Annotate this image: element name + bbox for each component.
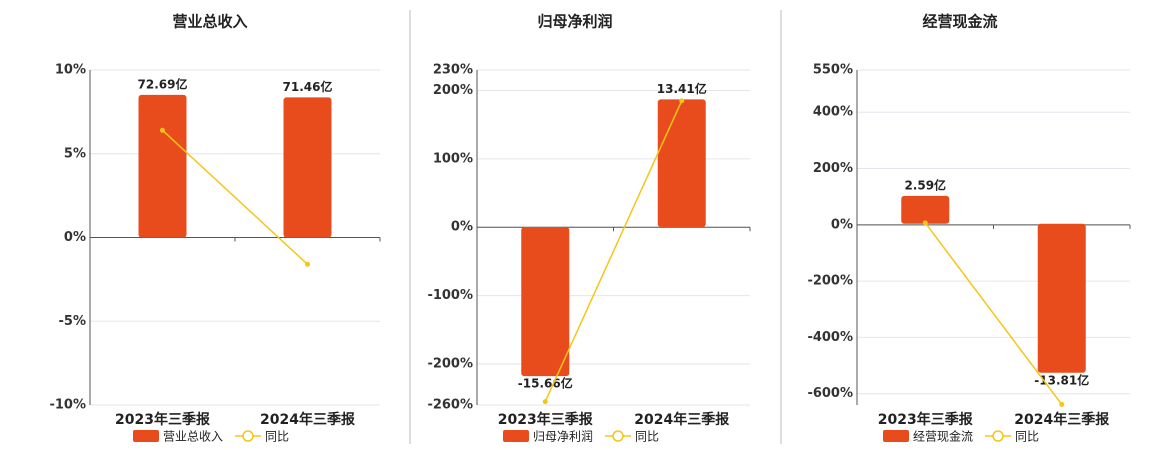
line [161, 129, 309, 265]
y-tick-label: 400% [813, 105, 853, 120]
y-tick-label: -200% [807, 274, 853, 289]
line [544, 100, 683, 402]
bar [901, 195, 950, 224]
y-tick-label: 0% [451, 220, 473, 235]
x-tick-label: 2024年三季报 [634, 411, 729, 428]
legend-swatch [612, 430, 624, 442]
y-tick-label: 550% [813, 63, 853, 78]
x-tick-label: 2024年三季报 [1014, 411, 1109, 428]
legend-swatch [883, 430, 909, 442]
bar [657, 99, 706, 228]
y-tick-label: -100% [427, 288, 473, 303]
y-tick-label: 5% [64, 146, 86, 161]
y-tick-label: 0% [831, 217, 853, 232]
y-tick-label: 200% [433, 83, 473, 98]
y-tick-label: -200% [427, 356, 473, 371]
legend-swatch [133, 430, 159, 442]
chart-title: 营业总收入 [172, 13, 247, 31]
value-label: 72.69亿 [138, 76, 188, 91]
y-tick-label: -10% [49, 398, 86, 413]
legend-swatch [992, 430, 1004, 442]
chart-title: 归母净利润 [537, 13, 612, 31]
y-tick-label: 10% [55, 63, 86, 78]
value-label: -15.66亿 [518, 376, 573, 391]
legend-label: 营业总收入 [163, 430, 223, 444]
y-tick-label: -5% [59, 314, 86, 329]
value-label: 2.59亿 [904, 177, 946, 192]
legend-label: 同比 [635, 430, 659, 444]
y-tick-label: -600% [807, 386, 853, 401]
legend-swatch [242, 430, 254, 442]
y-tick-label: 200% [813, 161, 853, 176]
bar [521, 227, 570, 377]
x-tick-label: 2023年三季报 [498, 411, 593, 428]
line-point [305, 261, 310, 267]
value-label: -13.81亿 [1034, 372, 1089, 387]
legend-label: 经营现金流 [913, 429, 973, 444]
legend-swatch [503, 430, 529, 442]
y-tick-label: -400% [807, 330, 853, 345]
legend-label: 同比 [265, 430, 289, 444]
value-label: 71.46亿 [283, 79, 333, 94]
bar [283, 97, 332, 238]
x-tick-label: 2024年三季报 [260, 411, 355, 428]
chart-title: 经营现金流 [922, 13, 997, 31]
x-tick-label: 2023年三季报 [878, 411, 973, 428]
line-point [160, 127, 165, 133]
line-point [922, 220, 928, 226]
bar [138, 94, 187, 238]
legend-label: 归母净利润 [533, 430, 593, 444]
legend-label: 同比 [1015, 430, 1039, 444]
line-point [1059, 401, 1065, 407]
bar [1037, 223, 1086, 373]
line-point [542, 399, 548, 405]
y-tick-label: 230% [433, 63, 473, 78]
y-tick-label: -260% [427, 398, 473, 413]
x-tick-label: 2023年三季报 [115, 411, 210, 428]
y-tick-label: 0% [64, 230, 86, 245]
value-label: 13.41亿 [657, 81, 707, 96]
y-tick-label: 100% [433, 151, 473, 166]
line-point [679, 98, 685, 104]
line [924, 222, 1063, 405]
